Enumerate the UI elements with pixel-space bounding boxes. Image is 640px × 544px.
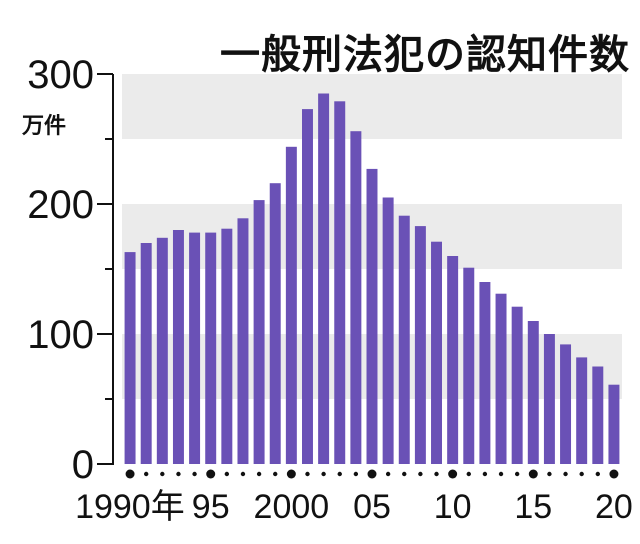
x-tick-dot xyxy=(240,471,246,477)
x-tick-dot xyxy=(418,471,423,477)
chart-title: 一般刑法犯の認知件数 xyxy=(220,32,630,78)
x-tick-label-2015: 15 xyxy=(514,488,552,526)
x-tick-dot xyxy=(385,471,391,477)
bar-1997 xyxy=(237,218,249,464)
bar-2010 xyxy=(447,256,459,464)
x-tick-dot xyxy=(143,471,149,477)
bar-1993 xyxy=(172,230,184,464)
y-unit-label: 万件 xyxy=(21,113,66,138)
bar-2009 xyxy=(431,241,442,464)
grid-band xyxy=(122,74,622,139)
x-tick-label-2000: 2000 xyxy=(254,488,330,526)
x-tick-dot xyxy=(563,471,568,477)
x-tick-label-1990: 1990年 xyxy=(75,488,185,526)
x-tick-dot xyxy=(579,471,584,477)
bar-2011 xyxy=(463,267,475,464)
bar-2008 xyxy=(414,226,426,464)
x-tick-dot xyxy=(224,471,230,477)
x-tick-dot-major xyxy=(448,469,458,479)
x-tick-dot xyxy=(176,471,181,477)
x-tick-label-2010: 10 xyxy=(434,488,472,526)
x-tick-dot xyxy=(321,471,326,477)
x-tick-dot-major xyxy=(609,469,619,479)
bar-2004 xyxy=(350,131,362,464)
bar-1998 xyxy=(253,200,265,464)
x-tick-dot xyxy=(466,471,471,477)
x-tick-label-1995: 95 xyxy=(192,488,230,526)
bar-1999 xyxy=(269,183,281,464)
y-tick-label-100: 100 xyxy=(27,313,94,357)
bar-2017 xyxy=(560,344,572,464)
x-tick-dot xyxy=(256,471,262,477)
x-tick-dot xyxy=(273,471,278,477)
x-tick-dot xyxy=(305,471,310,477)
bar-1994 xyxy=(189,232,201,464)
bar-2016 xyxy=(543,334,555,464)
bar-2006 xyxy=(382,197,394,464)
x-tick-dot xyxy=(192,471,197,477)
bar-1991 xyxy=(140,243,152,464)
bar-2018 xyxy=(576,357,588,464)
x-tick-dot xyxy=(160,471,165,477)
bar-1992 xyxy=(156,237,168,464)
y-tick-label-0: 0 xyxy=(72,443,94,487)
x-tick-dot-major xyxy=(206,469,216,479)
x-tick-dot xyxy=(353,471,359,477)
bar-2003 xyxy=(334,101,346,465)
bar-2012 xyxy=(479,282,491,464)
bar-2019 xyxy=(592,366,604,464)
bar-2000 xyxy=(285,146,297,465)
x-tick-dot xyxy=(482,471,488,477)
bar-2007 xyxy=(398,215,410,464)
x-tick-label-2020: 20 xyxy=(595,488,633,526)
bar-1996 xyxy=(221,228,233,464)
y-tick-label-300: 300 xyxy=(27,53,94,97)
x-tick-label-2005: 05 xyxy=(353,488,391,526)
bar-2014 xyxy=(511,306,523,464)
bar-2002 xyxy=(318,93,330,464)
y-tick-label-200: 200 xyxy=(27,183,94,227)
x-tick-dot-major xyxy=(528,469,538,479)
bar-2020 xyxy=(608,384,620,464)
bar-2013 xyxy=(495,293,507,464)
bar-1995 xyxy=(205,232,217,464)
x-tick-dot-major xyxy=(125,469,135,479)
bar-2005 xyxy=(366,168,378,464)
x-tick-dot xyxy=(595,471,601,477)
x-tick-dot xyxy=(434,471,439,477)
bar-1990 xyxy=(124,252,136,464)
x-tick-dot-major xyxy=(286,469,296,479)
x-tick-dot xyxy=(547,471,552,477)
x-tick-dot xyxy=(514,471,520,477)
x-tick-dot xyxy=(337,471,342,477)
x-tick-dot-major xyxy=(367,469,377,479)
bar-2001 xyxy=(302,109,313,464)
x-tick-dot xyxy=(402,471,407,477)
bar-2015 xyxy=(527,321,539,464)
x-tick-dot xyxy=(498,471,504,477)
